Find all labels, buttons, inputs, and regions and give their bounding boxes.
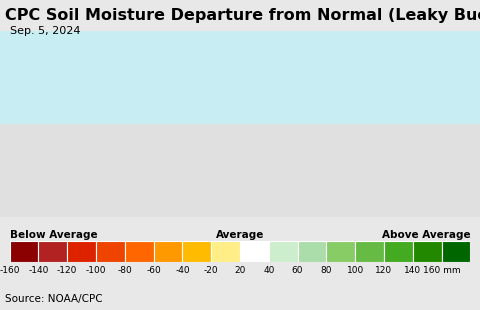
Bar	[269, 241, 298, 262]
Text: 80: 80	[321, 266, 332, 275]
Bar	[326, 241, 355, 262]
Text: 100: 100	[347, 266, 364, 275]
Text: 160 mm: 160 mm	[423, 266, 460, 275]
Bar	[125, 241, 154, 262]
Bar	[67, 241, 96, 262]
Bar	[10, 241, 38, 262]
Text: -60: -60	[146, 266, 161, 275]
Bar	[96, 241, 125, 262]
Text: 60: 60	[292, 266, 303, 275]
Bar	[38, 241, 67, 262]
Text: Average: Average	[216, 230, 264, 240]
Bar	[384, 241, 413, 262]
Text: 40: 40	[263, 266, 275, 275]
Text: -100: -100	[86, 266, 106, 275]
Text: 120: 120	[375, 266, 393, 275]
Text: -140: -140	[28, 266, 48, 275]
Bar	[182, 241, 211, 262]
Bar	[413, 241, 442, 262]
Text: CPC Soil Moisture Departure from Normal (Leaky Bucket): CPC Soil Moisture Departure from Normal …	[5, 8, 480, 23]
Text: -160: -160	[0, 266, 20, 275]
Bar	[211, 241, 240, 262]
Bar	[154, 241, 182, 262]
Text: -80: -80	[118, 266, 132, 275]
Bar	[0, 31, 480, 124]
Text: Source: NOAA/CPC: Source: NOAA/CPC	[5, 294, 102, 304]
Text: 140: 140	[404, 266, 421, 275]
Text: 20: 20	[234, 266, 246, 275]
Bar	[355, 241, 384, 262]
Text: -120: -120	[57, 266, 77, 275]
Bar	[0, 124, 480, 217]
Bar	[240, 241, 269, 262]
Text: -40: -40	[175, 266, 190, 275]
Text: -20: -20	[204, 266, 218, 275]
Text: Above Average: Above Average	[382, 230, 470, 240]
Text: Sep. 5, 2024: Sep. 5, 2024	[10, 26, 80, 36]
Text: Below Average: Below Average	[10, 230, 97, 240]
Bar	[298, 241, 326, 262]
Bar	[442, 241, 470, 262]
